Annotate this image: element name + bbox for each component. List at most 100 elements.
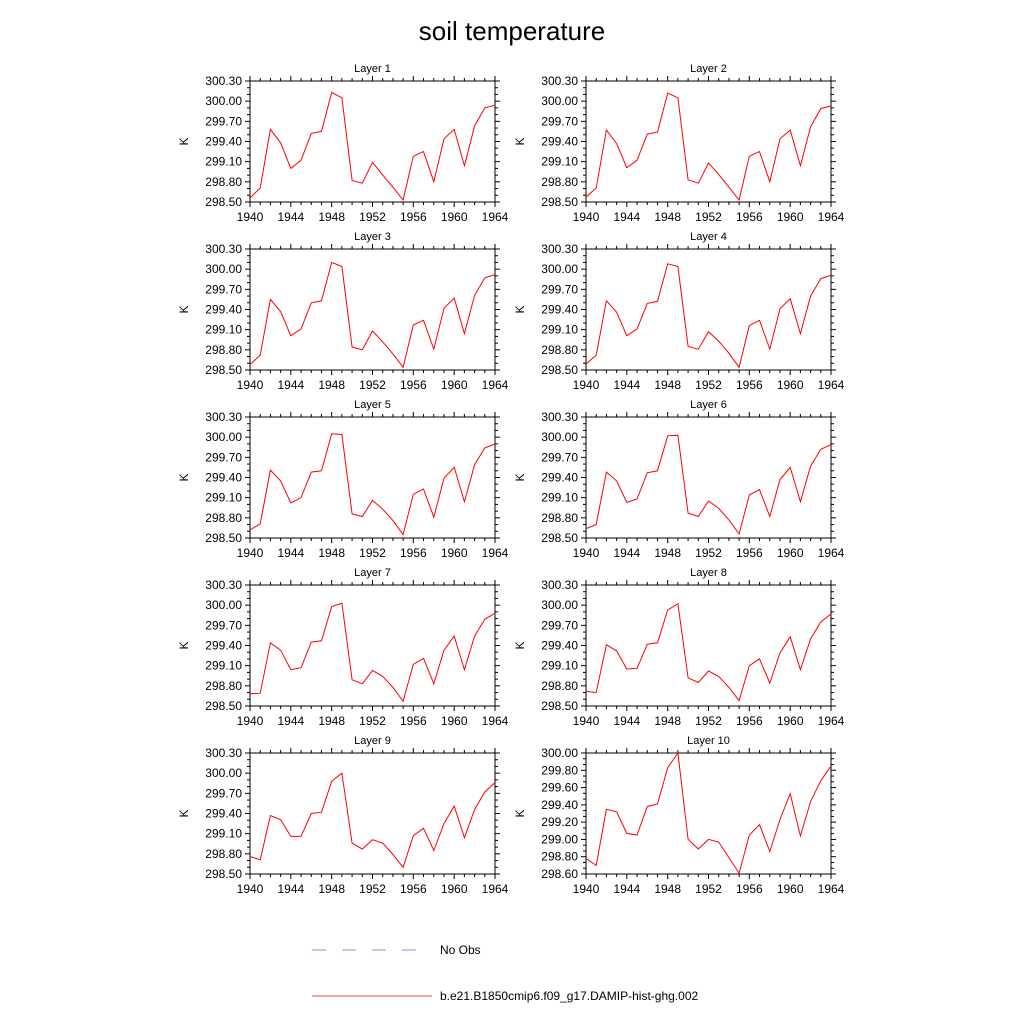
y-tick-label: 299.10 [541, 155, 578, 169]
x-tick-label: 1960 [441, 210, 468, 224]
y-tick-label: 299.10 [205, 323, 242, 337]
plot-frame [249, 416, 496, 539]
x-tick-label: 1940 [573, 714, 600, 728]
y-tick-label: 298.50 [541, 531, 578, 545]
y-tick-label: 298.50 [205, 867, 242, 881]
y-tick-label: 299.10 [541, 659, 578, 673]
x-tick-label: 1952 [695, 546, 722, 560]
y-tick-label: 298.80 [205, 847, 242, 861]
x-tick-label: 1952 [359, 378, 386, 392]
y-tick-label: 299.70 [205, 282, 242, 296]
panel-title: Layer 5 [354, 399, 391, 411]
y-axis-label: K [177, 305, 191, 313]
x-tick-label: 1952 [695, 210, 722, 224]
x-tick-label: 1960 [441, 378, 468, 392]
x-tick-label: 1952 [695, 714, 722, 728]
y-tick-label: 299.40 [205, 303, 242, 317]
x-tick-label: 1964 [818, 378, 845, 392]
x-tick-label: 1964 [482, 546, 509, 560]
panel-3: Layer 3 K 298.50 298.80 299.10 299.40 299.70 30… [177, 231, 509, 392]
plot-frame [249, 752, 496, 875]
x-tick-label: 1948 [654, 546, 681, 560]
x-tick-label: 1964 [818, 714, 845, 728]
legend-label-model: b.e21.B1850cmip6.f09_g17.DAMIP-hist-ghg.… [440, 989, 698, 1003]
x-tick-label: 1960 [777, 546, 804, 560]
x-tick-label: 1960 [777, 882, 804, 896]
x-tick-label: 1940 [237, 882, 264, 896]
panel-title: Layer 3 [354, 231, 391, 243]
y-tick-label: 298.50 [541, 699, 578, 713]
x-tick-label: 1944 [277, 714, 304, 728]
y-tick-label: 300.00 [205, 430, 242, 444]
y-tick-label: 299.10 [541, 491, 578, 505]
x-tick-label: 1944 [613, 378, 640, 392]
x-tick-label: 1952 [359, 546, 386, 560]
y-tick-label: 300.00 [541, 430, 578, 444]
plot-frame [585, 584, 832, 707]
y-tick-label: 299.00 [541, 832, 578, 846]
x-tick-label: 1944 [277, 546, 304, 560]
plot-frame [249, 248, 496, 371]
x-tick-label: 1940 [237, 210, 264, 224]
x-tick-label: 1944 [613, 210, 640, 224]
series-line [585, 263, 832, 369]
x-tick-label: 1956 [400, 378, 427, 392]
y-tick-label: 300.30 [205, 578, 242, 592]
y-tick-label: 300.00 [541, 94, 578, 108]
y-tick-label: 300.30 [541, 74, 578, 88]
panel-5: Layer 5 K 298.50 298.80 299.10 299.40 299.70 30… [177, 399, 509, 560]
y-tick-label: 299.40 [205, 639, 242, 653]
x-tick-label: 1952 [695, 378, 722, 392]
x-tick-label: 1960 [777, 378, 804, 392]
panel-title: Layer 2 [690, 63, 727, 75]
panel-10: Layer 10 K 298.60 298.80 299.00 299.20 299.40 2… [513, 735, 845, 896]
plot-frame [585, 80, 832, 203]
x-tick-label: 1948 [654, 882, 681, 896]
panel-8: Layer 8 K 298.50 298.80 299.10 299.40 299.70 30… [513, 567, 845, 728]
y-tick-label: 299.40 [205, 471, 242, 485]
y-tick-label: 299.40 [205, 135, 242, 149]
panel-title: Layer 6 [690, 399, 727, 411]
y-tick-label: 300.30 [205, 746, 242, 760]
panels: Layer 1 K 298.50 298.80 299.10 299.40 299.70 30… [177, 63, 845, 896]
x-tick-label: 1940 [573, 882, 600, 896]
x-tick-label: 1948 [654, 210, 681, 224]
panel-9: Layer 9 K 298.50 298.80 299.10 299.40 299.70 30… [177, 735, 509, 896]
x-tick-label: 1940 [237, 546, 264, 560]
series-line [585, 434, 832, 536]
y-tick-label: 298.50 [541, 363, 578, 377]
plot-frame [585, 416, 832, 539]
series-line [249, 433, 496, 536]
y-tick-label: 299.40 [541, 135, 578, 149]
y-tick-label: 298.80 [541, 175, 578, 189]
panel-2: Layer 2 K 298.50 298.80 299.10 299.40 299.70 30… [513, 63, 845, 224]
y-tick-label: 298.50 [205, 531, 242, 545]
y-tick-label: 298.80 [205, 343, 242, 357]
y-tick-label: 298.80 [541, 511, 578, 525]
y-tick-label: 299.80 [541, 763, 578, 777]
y-tick-label: 299.40 [541, 798, 578, 812]
x-tick-label: 1944 [277, 882, 304, 896]
series-line [249, 261, 496, 369]
x-tick-label: 1960 [777, 714, 804, 728]
y-tick-label: 299.70 [205, 114, 242, 128]
x-tick-label: 1956 [400, 714, 427, 728]
y-tick-label: 299.10 [205, 659, 242, 673]
y-tick-label: 299.70 [205, 450, 242, 464]
y-tick-label: 299.40 [541, 639, 578, 653]
y-tick-label: 299.70 [541, 114, 578, 128]
x-tick-label: 1952 [359, 714, 386, 728]
x-tick-label: 1944 [277, 378, 304, 392]
x-tick-label: 1964 [818, 546, 845, 560]
x-tick-label: 1956 [400, 546, 427, 560]
y-tick-label: 299.60 [541, 781, 578, 795]
x-tick-label: 1940 [237, 714, 264, 728]
panel-title: Layer 9 [354, 735, 391, 747]
y-tick-label: 298.50 [205, 699, 242, 713]
y-axis-label: K [513, 137, 527, 145]
plot-frame [585, 248, 832, 371]
series-line [585, 92, 832, 202]
y-tick-label: 300.00 [541, 262, 578, 276]
x-tick-label: 1944 [613, 714, 640, 728]
